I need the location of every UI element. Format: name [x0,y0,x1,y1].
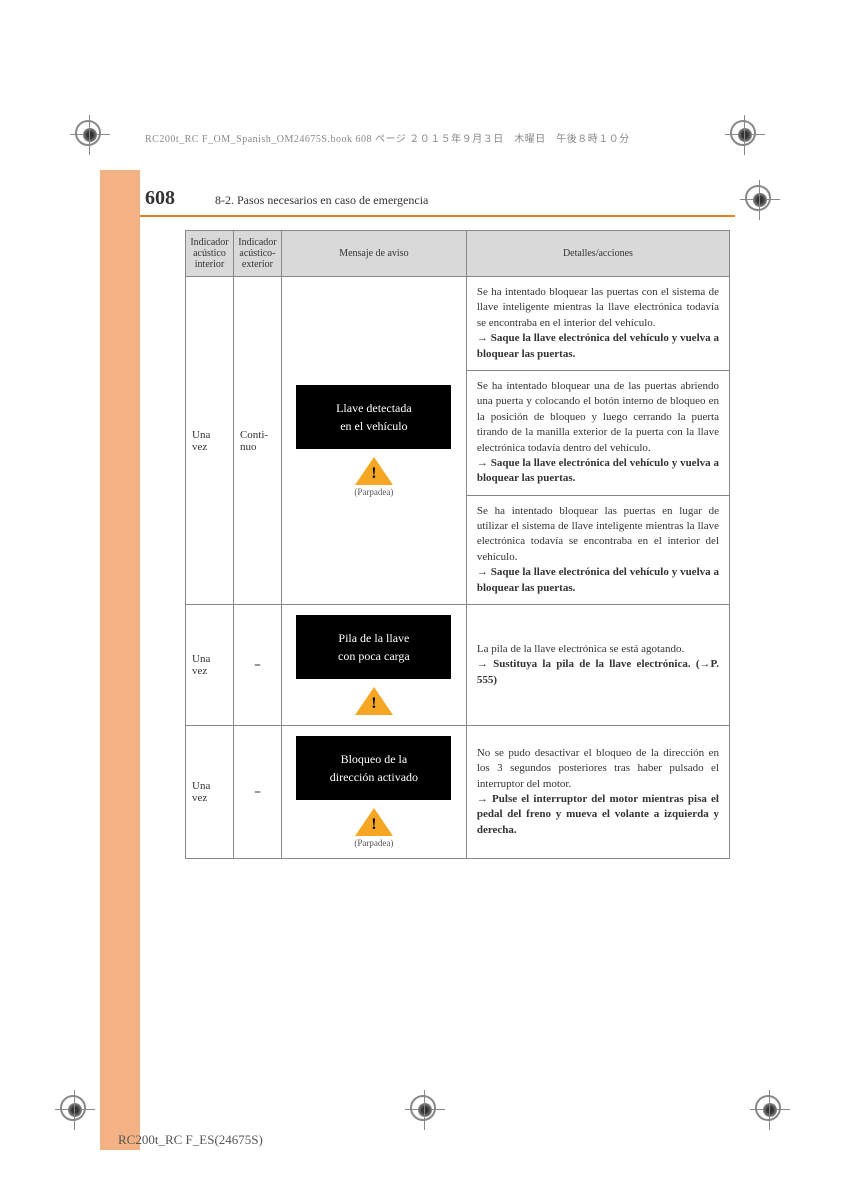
cell-ind-exterior: Conti-nuo [233,277,281,605]
detail-text: Se ha intentado bloquear una de las puer… [477,380,719,454]
th-message: Mensaje de aviso [281,231,466,277]
detail-action: Pulse el interruptor del motor mientras … [477,793,719,836]
detail-text: Se ha intentado bloquear las puertas en … [477,505,719,563]
warning-messages-table: Indicador acústico interior Indicador ac… [185,230,730,859]
table-row: Una vez Conti-nuo Llave detectada en el … [186,277,730,371]
crop-mark-mr [755,1095,781,1121]
page-number: 608 [145,187,175,210]
th-ind-interior: Indicador acústico interior [186,231,234,277]
cell-details: Se ha intentado bloquear las puertas en … [466,495,729,604]
crop-mark-tr2 [745,185,771,211]
side-tab-bar [100,170,140,1150]
message-display: Llave detectada en el vehículo [296,385,451,449]
warning-icon: ! [355,808,393,836]
crop-mark-tr [730,120,756,146]
cell-ind-interior: Una vez [186,605,234,726]
th-details: Detalles/acciones [466,231,729,277]
cell-details: No se pudo desactivar el bloqueo de la d… [466,726,729,859]
message-line: Bloqueo de la [302,750,445,768]
table-row: Una vez ⎯ Pila de la llave con poca carg… [186,605,730,726]
cell-details: Se ha intentado bloquear una de las puer… [466,370,729,495]
detail-text: No se pudo desactivar el bloqueo de la d… [477,747,719,790]
section-title: 8-2. Pasos necesarios en caso de emergen… [215,193,428,208]
message-line: en el vehículo [302,417,445,435]
cell-message: Llave detectada en el vehículo ! (Parpad… [281,277,466,605]
crop-mark-tl [75,120,101,146]
cell-message: Pila de la llave con poca carga ! [281,605,466,726]
cell-ind-exterior: ⎯ [233,605,281,726]
detail-action: Saque la llave electrónica del vehículo … [477,332,719,359]
detail-action: Saque la llave electrónica del vehículo … [477,457,719,484]
detail-text: La pila de la llave electrónica se está … [477,643,684,655]
cell-ind-interior: Una vez [186,726,234,859]
warning-icon: ! [355,457,393,485]
detail-action: Saque la llave electrónica del vehículo … [477,566,719,593]
cell-details: Se ha intentado bloquear las puertas con… [466,277,729,371]
message-line: dirección activado [302,768,445,786]
message-display: Bloqueo de la dirección activado [296,736,451,800]
crop-mark-ml [60,1095,86,1121]
cell-ind-exterior: ⎯ [233,726,281,859]
cell-message: Bloqueo de la dirección activado ! (Parp… [281,726,466,859]
message-line: Llave detectada [302,399,445,417]
detail-text: Se ha intentado bloquear las puertas con… [477,286,719,329]
file-info-header: RC200t_RC F_OM_Spanish_OM24675S.book 608… [145,130,630,145]
table-row: Una vez ⎯ Bloqueo de la dirección activa… [186,726,730,859]
detail-action: Sustituya la pila de la llave electrónic… [477,658,719,685]
message-line: Pila de la llave [302,629,445,647]
message-display: Pila de la llave con poca carga [296,615,451,679]
cell-details: La pila de la llave electrónica se está … [466,605,729,726]
crop-mark-mc [410,1095,436,1121]
header-divider [140,215,735,217]
message-line: con poca carga [302,647,445,665]
cell-ind-interior: Una vez [186,277,234,605]
blink-label: (Parpadea) [288,487,460,497]
warning-icon: ! [355,687,393,715]
footer-doc-ref: RC200t_RC F_ES(24675S) [118,1132,263,1148]
th-ind-exterior: Indicador acústico-exterior [233,231,281,277]
blink-label: (Parpadea) [288,838,460,848]
